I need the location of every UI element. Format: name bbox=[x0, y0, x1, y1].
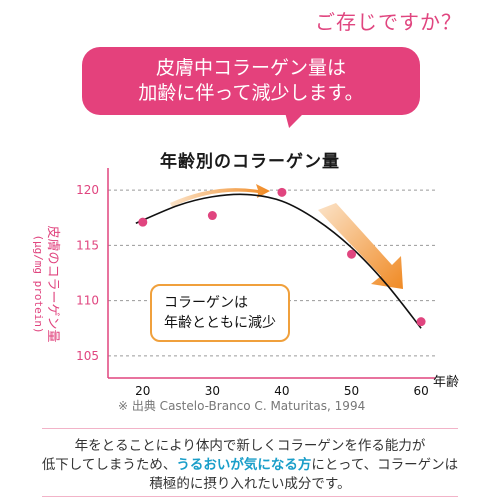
description-line-2-end: にとって、コラーゲンは bbox=[311, 457, 459, 473]
divider-top bbox=[42, 428, 458, 429]
x-tick-label: 30 bbox=[205, 384, 220, 398]
annotation-line-1: コラーゲンは bbox=[164, 295, 248, 311]
description-line-1: 年をとることにより体内で新しくコラーゲンを作る能力が bbox=[74, 438, 426, 454]
speech-bubble-text: 皮膚中コラーゲン量は 加齢に伴って減少します。 bbox=[82, 56, 420, 106]
y-axis-unit: (μg/mg protein) bbox=[32, 234, 45, 334]
data-point bbox=[277, 187, 287, 197]
speech-bubble: 皮膚中コラーゲン量は 加齢に伴って減少します。 bbox=[82, 47, 420, 115]
source-note: ※ 出典 Castelo-Branco C. Maturitas, 1994 bbox=[118, 399, 366, 413]
bubble-line-2: 加齢に伴って減少します。 bbox=[138, 82, 364, 104]
bubble-line-1: 皮膚中コラーゲン量は bbox=[155, 57, 346, 79]
description: 年をとることにより体内で新しくコラーゲンを作る能力が 低下してしまうため、うるお… bbox=[0, 437, 500, 494]
y-tick-label: 110 bbox=[76, 294, 99, 308]
declining-arrow bbox=[318, 203, 403, 289]
data-point bbox=[207, 211, 217, 221]
x-tick-label: 50 bbox=[344, 384, 359, 398]
description-line-2: 低下してしまうため、うるおいが気になる方にとって、コラーゲンは bbox=[0, 456, 500, 475]
data-point bbox=[416, 317, 426, 327]
x-axis-label: 年齢 bbox=[433, 375, 459, 390]
description-line-2-start: 低下してしまうため、 bbox=[41, 457, 177, 473]
y-tick-label: 120 bbox=[76, 183, 99, 197]
y-axis-label: 皮膚のコラーゲン量 (μg/mg protein) bbox=[32, 225, 64, 342]
annotation-line-2: 年齢とともに減少 bbox=[164, 315, 276, 331]
y-tick-label: 105 bbox=[76, 349, 99, 363]
description-line-3: 積極的に摂り入れたい成分です。 bbox=[149, 476, 351, 492]
trend-curve bbox=[135, 193, 422, 329]
x-tick-label: 40 bbox=[274, 384, 289, 398]
annotation-box: コラーゲンは 年齢とともに減少 bbox=[150, 284, 290, 342]
x-tick-label: 60 bbox=[413, 384, 428, 398]
data-point bbox=[347, 249, 357, 259]
divider-bottom bbox=[42, 496, 458, 497]
data-point bbox=[138, 217, 148, 227]
question-heading: ご存じですか？ bbox=[315, 10, 462, 34]
rising-arrow bbox=[170, 184, 270, 207]
x-tick-label: 20 bbox=[135, 384, 150, 398]
description-highlight: うるおいが気になる方 bbox=[176, 457, 312, 473]
y-axis-label-text: 皮膚のコラーゲン量 bbox=[45, 225, 60, 343]
y-tick-label: 115 bbox=[76, 238, 99, 252]
chart-title: 年齢別のコラーゲン量 bbox=[160, 152, 340, 172]
